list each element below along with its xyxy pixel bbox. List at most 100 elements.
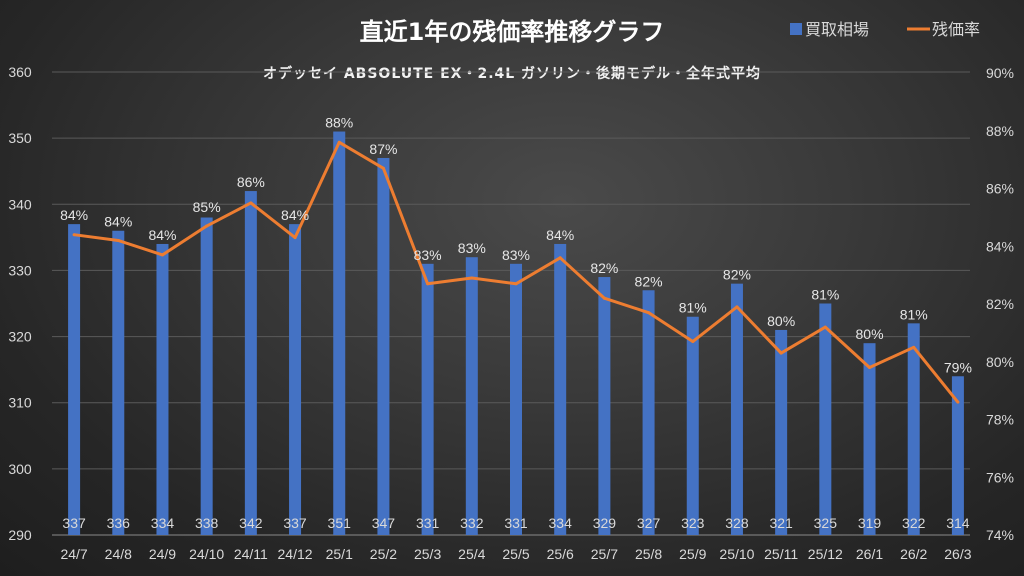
bar (951, 376, 964, 535)
x-tick-label: 25/10 (719, 546, 754, 562)
bar-value-label: 329 (593, 515, 617, 531)
x-tick-label: 26/2 (900, 546, 927, 562)
bar-value-label: 321 (769, 515, 793, 531)
right-tick-label: 76% (986, 469, 1014, 485)
left-tick-label: 320 (8, 329, 32, 345)
bar-value-label: 338 (195, 515, 219, 531)
line-value-label: 81% (811, 287, 839, 303)
line-point (558, 256, 562, 260)
left-tick-label: 360 (8, 64, 32, 80)
bar-value-label: 334 (151, 515, 175, 531)
bar (863, 343, 876, 535)
line-series: 84% 84% 84% 85% 86% 84% 88% 87% 83% 83% 83% 84% 82% 8… (60, 115, 972, 404)
left-tick-label: 350 (8, 130, 32, 146)
line-point (647, 311, 651, 315)
x-tick-label: 25/7 (591, 546, 618, 562)
bar (289, 224, 302, 535)
x-tick-label: 25/1 (326, 546, 353, 562)
left-axis: 290 300 310 320 330 340 350 360 (8, 64, 32, 543)
x-tick-label: 25/11 (764, 546, 798, 562)
line-point (381, 166, 385, 170)
bar (421, 263, 434, 535)
bar-value-label: 319 (858, 515, 882, 531)
bar (686, 316, 699, 535)
line-value-label: 84% (546, 227, 574, 243)
bar-value-label: 314 (946, 515, 970, 531)
bar-value-label: 342 (239, 515, 263, 531)
line-value-label: 82% (590, 260, 618, 276)
line-point (72, 233, 76, 237)
chart-subtitle: オデッセイ ABSOLUTE EX・2.4L ガソリン・後期モデル・全年式平均 (263, 65, 761, 82)
line-value-label: 81% (900, 306, 928, 322)
bar (598, 277, 611, 535)
bar (510, 263, 522, 535)
line-value-label: 83% (502, 247, 530, 263)
line-value-label: 80% (856, 326, 884, 342)
x-tick-label: 24/11 (234, 546, 268, 562)
bar-value-label: 347 (372, 515, 396, 531)
bar (112, 230, 125, 535)
line-point (691, 340, 695, 344)
line-value-label: 83% (458, 240, 486, 256)
x-tick-label: 26/3 (944, 546, 971, 562)
bar-value-label: 332 (460, 515, 484, 531)
bar-value-label: 351 (328, 515, 352, 531)
x-tick-label: 24/9 (149, 546, 176, 562)
line-point (956, 400, 960, 404)
x-tick-label: 24/8 (105, 546, 132, 562)
line-value-label: 83% (414, 247, 442, 263)
x-tick-label: 24/7 (60, 546, 87, 562)
line-point (116, 238, 120, 242)
x-tick-label: 25/2 (370, 546, 397, 562)
bar-value-label: 328 (725, 515, 749, 531)
right-axis: 74% 76% 78% 80% 82% 84% 86% 88% 90% (986, 65, 1014, 543)
line-value-label: 87% (369, 141, 397, 157)
x-tick-label: 25/6 (547, 546, 574, 562)
line-value-label: 84% (148, 227, 176, 243)
line-value-label: 79% (944, 359, 972, 375)
line-value-label: 84% (60, 207, 88, 223)
line-point (293, 236, 297, 240)
bar-value-label: 331 (416, 515, 440, 531)
left-tick-label: 290 (8, 527, 32, 543)
bar (377, 157, 390, 535)
bar-value-label: 334 (549, 515, 573, 531)
x-tick-label: 25/3 (414, 546, 441, 562)
x-tick-label: 25/8 (635, 546, 662, 562)
right-tick-label: 82% (986, 296, 1014, 312)
line-point (868, 366, 872, 370)
right-tick-label: 88% (986, 123, 1014, 139)
line-point (912, 345, 916, 349)
line-point (470, 276, 474, 280)
x-tick-label: 26/1 (856, 546, 883, 562)
left-tick-label: 340 (8, 196, 32, 212)
x-tick-label: 25/4 (458, 546, 485, 562)
x-tick-label: 25/12 (808, 546, 843, 562)
bar (775, 329, 788, 535)
bar-value-label: 322 (902, 515, 926, 531)
line-value-label: 88% (325, 115, 353, 131)
right-tick-label: 78% (986, 412, 1014, 428)
line-value-label: 82% (723, 267, 751, 283)
x-tick-label: 25/5 (502, 546, 529, 562)
bar (333, 131, 346, 535)
bar (730, 283, 743, 535)
legend-bar-swatch (790, 23, 802, 35)
bar (554, 243, 567, 535)
legend-label-line: 残価率 (932, 20, 980, 39)
line-point (337, 140, 341, 144)
line-value-label: 84% (281, 207, 309, 223)
bar (642, 290, 655, 535)
bar-value-label: 327 (637, 515, 661, 531)
legend-label-bar: 買取相場 (805, 20, 869, 39)
line-point (779, 351, 783, 355)
line-point (249, 201, 253, 205)
x-tick-label: 25/9 (679, 546, 706, 562)
line-point (602, 296, 606, 300)
bar (465, 257, 478, 535)
line-value-label: 82% (635, 273, 663, 289)
x-axis: 24/7 24/8 24/9 24/10 24/11 24/12 25/1 25/2 25/3 2… (60, 546, 971, 562)
line-point (160, 253, 164, 257)
left-tick-label: 310 (8, 395, 32, 411)
